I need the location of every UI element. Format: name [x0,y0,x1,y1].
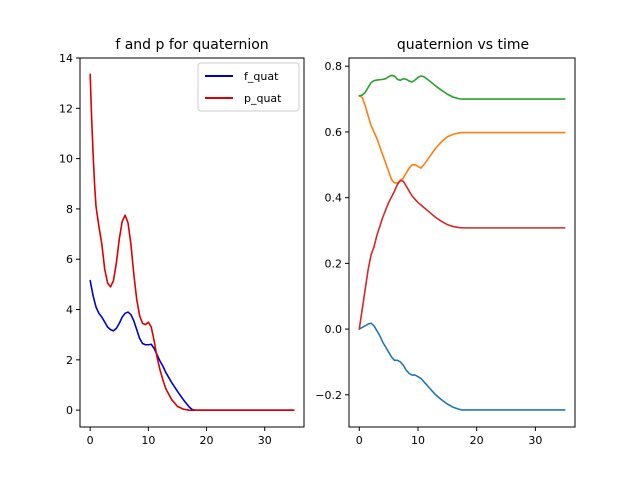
series-line-0 [358,322,566,411]
y-tick-label: 4 [66,304,73,317]
chart-title: f and p for quaternion [115,37,268,53]
y-tick-label: 0.4 [325,192,343,205]
x-tick-label: 0 [87,434,94,447]
series-line-2 [358,74,566,100]
x-tick-label: 10 [141,434,155,447]
y-tick-label: 0.6 [325,126,343,139]
x-axis: 0 10 20 30 [356,427,542,447]
y-tick-label: 8 [66,203,73,216]
chart-f-and-p: f and p for quaternion 0 10 20 30 0 2 4 6 8 10 12… [59,37,305,447]
y-tick-label: 12 [59,102,73,115]
y-tick-label: 0.0 [325,323,343,336]
series-line-f-quat [89,279,295,411]
y-tick-label: 2 [66,354,73,367]
x-axis: 0 10 20 30 [87,427,272,447]
x-tick-label: 20 [470,434,484,447]
axes-frame [79,57,305,428]
x-tick-label: 20 [200,434,214,447]
x-tick-label: 0 [356,434,363,447]
x-tick-label: 30 [528,434,542,447]
y-tick-label: −0.2 [315,389,342,402]
series-layer [89,73,295,411]
y-tick-label: 6 [66,253,73,266]
series-line-3 [358,179,566,330]
series-line-1 [358,94,566,184]
legend-label-f-quat: f_quat [244,70,279,83]
y-tick-label: 14 [59,52,73,65]
y-tick-label: 0 [66,404,73,417]
y-tick-label: 0.8 [325,60,343,73]
y-axis: −0.2 0.0 0.2 0.4 0.6 0.8 [315,60,349,402]
y-axis: 0 2 4 6 8 10 12 14 [59,52,80,417]
x-tick-label: 10 [411,434,425,447]
series-line-p-quat [89,73,295,411]
x-tick-label: 30 [258,434,272,447]
legend-label-p-quat: p_quat [244,92,282,105]
chart-title: quaternion vs time [397,37,529,53]
y-tick-label: 0.2 [325,257,343,270]
y-tick-label: 10 [59,153,73,166]
axes-frame [348,57,576,428]
series-layer [358,74,566,411]
legend: f_quat p_quat [197,62,300,112]
chart-quaternion-vs-time: quaternion vs time 0 10 20 30 −0.2 0.0 0.2 0.4… [315,37,576,447]
